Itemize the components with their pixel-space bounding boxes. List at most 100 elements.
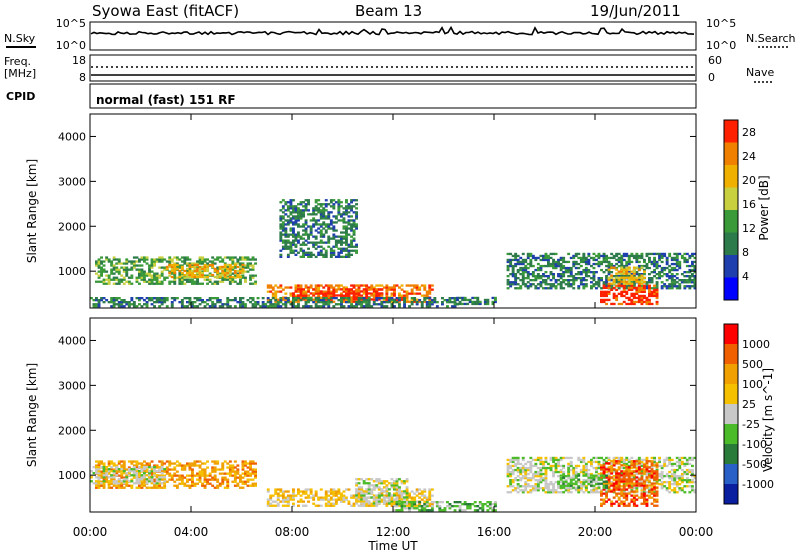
echo-cell: [514, 479, 518, 482]
echo-cell: [370, 502, 374, 505]
echo-cell: [244, 266, 247, 269]
echo-cell: [345, 297, 348, 300]
echo-cell: [683, 256, 687, 260]
echo-cell: [334, 294, 338, 297]
echo-cell: [547, 489, 550, 492]
echo-cell: [228, 474, 232, 477]
echo-cell: [625, 464, 629, 468]
echo-cell: [635, 286, 639, 289]
echo-cell: [266, 286, 270, 289]
echo-cell: [519, 279, 523, 282]
echo-cell: [655, 260, 659, 264]
echo-cell: [110, 270, 114, 273]
echo-cell: [95, 468, 98, 471]
echo-cell: [648, 273, 651, 276]
echo-cell: [309, 284, 313, 287]
echo-cell: [653, 268, 656, 272]
echo-cell: [342, 494, 346, 497]
echo-cell: [254, 280, 257, 283]
echo-cell: [148, 282, 151, 285]
echo-cell: [511, 456, 515, 460]
echo-cell: [531, 283, 535, 286]
echo-cell: [132, 264, 136, 267]
echo-cell: [302, 209, 305, 212]
echo-cell: [632, 302, 636, 306]
echo-cell: [337, 303, 341, 306]
echo-cell: [655, 481, 659, 484]
echo-cell: [130, 478, 134, 481]
echo-cell: [294, 239, 298, 242]
echo-cell: [670, 277, 674, 280]
echo-cell: [446, 305, 449, 308]
echo-cell: [271, 288, 275, 291]
echo-cell: [221, 260, 225, 263]
echo-cell: [552, 485, 555, 488]
echo-cell: [418, 501, 422, 504]
echo-cell: [544, 466, 548, 470]
echo-cell: [562, 273, 566, 276]
echo-cell: [635, 487, 639, 490]
echo-cell: [675, 460, 679, 464]
echo-cell: [138, 466, 141, 469]
echo-cell: [622, 254, 626, 258]
echo-cell: [125, 476, 129, 479]
echo-cell: [102, 464, 106, 467]
echo-cell: [107, 274, 111, 277]
echo-cell: [178, 301, 182, 304]
echo-cell: [410, 290, 414, 293]
echo-cell: [680, 279, 684, 282]
echo-cell: [673, 462, 677, 466]
echo-cell: [249, 262, 252, 265]
echo-cell: [430, 301, 434, 304]
echo-cell: [607, 260, 611, 264]
echo-cell: [557, 279, 560, 282]
echo-cell: [559, 283, 563, 286]
echo-cell: [519, 273, 523, 276]
echo-cell: [632, 254, 636, 258]
echo-cell: [92, 482, 96, 485]
echo-cell: [340, 239, 343, 242]
echo-cell: [516, 491, 520, 494]
echo-cell: [683, 464, 687, 468]
echo-cell: [342, 219, 346, 222]
echo-cell: [685, 279, 689, 282]
echo-cell: [627, 280, 631, 283]
echo-cell: [213, 476, 217, 479]
echo-cell: [600, 492, 603, 495]
echo-cell: [370, 496, 374, 499]
echo-cell: [600, 294, 603, 298]
echo-cell: [337, 213, 341, 216]
echo-cell: [549, 464, 553, 468]
echo-cell: [186, 275, 189, 279]
echo-cell: [314, 297, 318, 300]
echo-cell: [170, 258, 174, 261]
echo-cell: [643, 260, 646, 264]
echo-cell: [269, 502, 273, 505]
echo-cell: [334, 255, 338, 258]
echo-cell: [643, 268, 646, 272]
echo-cell: [100, 299, 103, 302]
echo-cell: [127, 466, 131, 469]
echo-cell: [557, 275, 560, 278]
echo-cell: [620, 472, 624, 476]
echo-cell: [327, 211, 331, 214]
echo-cell: [307, 301, 310, 304]
echo-cell: [175, 276, 179, 279]
echo-cell: [602, 502, 606, 505]
echo-cell: [587, 472, 591, 476]
echo-cell: [693, 481, 697, 484]
echo-cell: [140, 486, 144, 489]
echo-cell: [138, 282, 141, 285]
echo-cell: [536, 485, 540, 488]
echo-cell: [640, 458, 644, 462]
echo-cell: [95, 299, 98, 302]
echo-cell: [529, 252, 533, 256]
echo-cell: [286, 490, 290, 493]
echo-cell: [155, 478, 159, 481]
echo-cell: [617, 278, 621, 281]
echo-cell: [163, 462, 167, 465]
echo-cell: [292, 235, 295, 238]
echo-cell: [302, 255, 305, 258]
echo-cell: [516, 268, 520, 272]
echo-cell: [362, 297, 366, 300]
